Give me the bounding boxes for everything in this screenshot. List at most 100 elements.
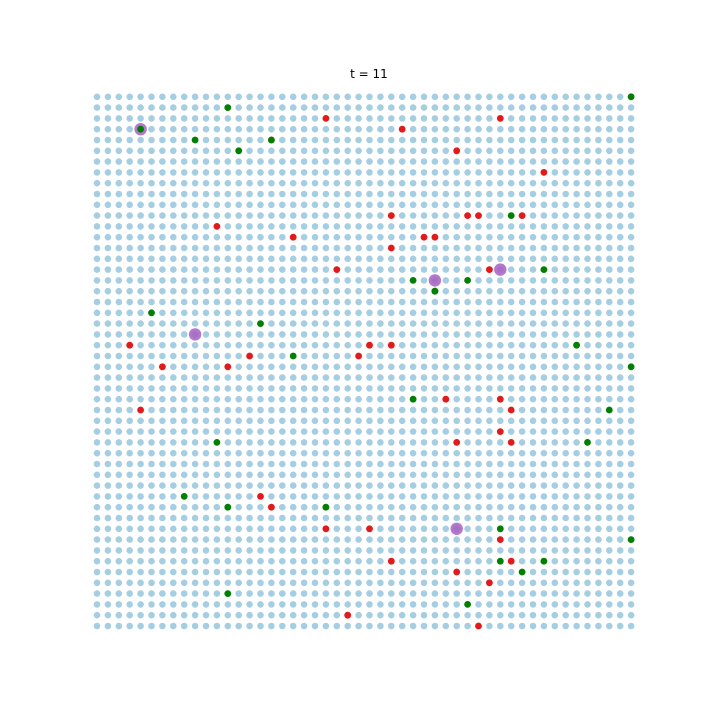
grid-point — [475, 352, 482, 360]
grid-point — [562, 417, 569, 425]
grid-point — [246, 374, 253, 381]
grid-point — [268, 514, 275, 522]
grid-point — [148, 93, 155, 101]
grid-point — [442, 255, 450, 263]
grid-point — [180, 287, 188, 295]
grid-point — [235, 590, 242, 597]
grid-point — [398, 449, 406, 457]
grid-point — [409, 255, 417, 263]
red-point — [518, 212, 526, 220]
grid-point — [627, 136, 635, 144]
grid-point — [137, 547, 144, 554]
grid-point — [366, 158, 373, 165]
grid-point — [333, 331, 341, 338]
grid-point — [159, 611, 166, 619]
grid-point — [398, 590, 406, 597]
grid-point — [246, 547, 253, 554]
grid-point — [159, 223, 166, 230]
grid-point — [627, 428, 635, 435]
grid-point — [355, 255, 362, 263]
grid-point — [486, 125, 493, 133]
red-point — [333, 266, 341, 273]
grid-point — [202, 363, 210, 371]
grid-point — [562, 395, 569, 403]
red-point — [159, 363, 166, 371]
grid-point — [311, 557, 319, 565]
grid-point — [300, 395, 308, 403]
grid-point — [180, 331, 188, 338]
grid-point — [257, 579, 264, 587]
grid-point — [627, 601, 635, 608]
grid-point — [311, 298, 319, 306]
grid-point — [551, 115, 559, 122]
grid-point — [540, 298, 548, 306]
grid-point — [159, 266, 166, 273]
grid-point — [595, 439, 602, 446]
grid-point — [616, 417, 624, 425]
grid-point — [627, 125, 635, 133]
grid-point — [344, 298, 352, 306]
grid-point — [573, 244, 580, 252]
grid-point — [180, 460, 188, 468]
grid-point — [300, 590, 308, 597]
grid-point — [595, 503, 602, 511]
grid-point — [442, 331, 450, 338]
grid-point — [453, 341, 461, 349]
grid-point — [420, 395, 428, 403]
grid-point — [322, 460, 330, 468]
grid-point — [93, 579, 101, 587]
grid-point — [257, 471, 264, 479]
grid-point — [159, 557, 166, 565]
grid-point — [507, 471, 515, 479]
grid-point — [159, 417, 166, 425]
grid-point — [606, 190, 613, 198]
grid-point — [300, 266, 308, 273]
grid-point — [486, 514, 493, 522]
grid-point — [606, 233, 613, 241]
grid-point — [93, 179, 101, 187]
grid-point — [464, 482, 471, 489]
grid-point — [202, 395, 210, 403]
grid-point — [431, 374, 439, 381]
grid-point — [289, 439, 297, 446]
grid-point — [300, 147, 308, 155]
grid-point — [300, 449, 308, 457]
grid-point — [529, 460, 537, 468]
grid-point — [562, 568, 569, 576]
grid-point — [366, 212, 373, 219]
grid-point — [279, 503, 286, 511]
grid-point — [180, 233, 188, 241]
grid-point — [529, 320, 537, 327]
grid-point — [279, 93, 286, 101]
grid-point — [126, 169, 133, 176]
grid-point — [420, 93, 428, 101]
grid-point — [104, 611, 112, 619]
grid-point — [115, 417, 123, 425]
grid-point — [344, 331, 352, 338]
grid-point — [93, 503, 101, 511]
red-point — [387, 244, 395, 252]
grid-point — [398, 331, 406, 338]
grid-point — [344, 406, 352, 414]
red-point — [387, 341, 395, 349]
grid-point — [333, 514, 341, 522]
grid-point — [529, 417, 537, 425]
grid-point — [464, 439, 471, 446]
grid-point — [475, 525, 482, 533]
grid-point — [595, 309, 602, 317]
grid-point — [170, 590, 177, 597]
grid-point — [322, 547, 330, 554]
grid-point — [486, 590, 493, 597]
grid-point — [595, 590, 602, 597]
grid-point — [464, 611, 471, 619]
grid-point — [595, 395, 602, 403]
grid-point — [322, 298, 330, 306]
grid-point — [333, 341, 341, 349]
grid-point — [562, 147, 569, 155]
grid-point — [213, 482, 221, 489]
grid-point — [507, 611, 515, 619]
green-point — [540, 266, 548, 273]
grid-point — [257, 136, 264, 144]
grid-point — [126, 525, 133, 533]
grid-point — [398, 428, 406, 435]
